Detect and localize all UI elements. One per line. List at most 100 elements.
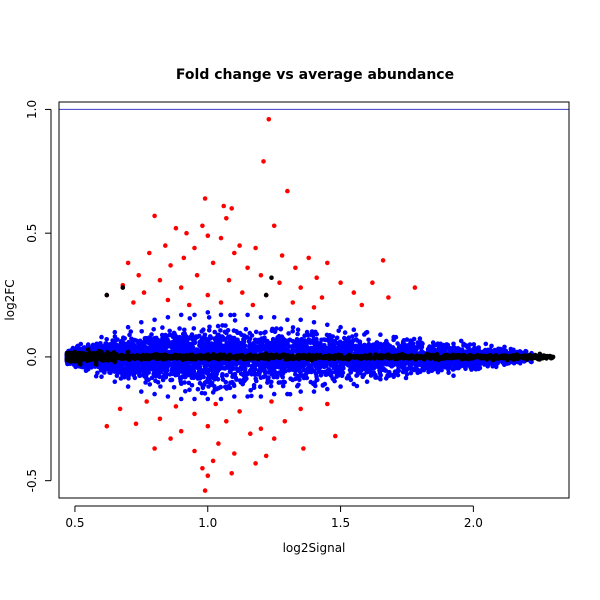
data-point [230, 338, 235, 343]
data-point [333, 364, 338, 369]
data-point [447, 349, 453, 354]
data-point [215, 368, 221, 374]
data-point [300, 373, 306, 378]
data-point [334, 335, 340, 341]
data-point [494, 361, 499, 366]
data-point [360, 374, 366, 380]
data-point [474, 347, 480, 352]
data-point [435, 341, 441, 347]
data-point [201, 374, 206, 380]
data-point [223, 344, 229, 349]
data-point [348, 362, 354, 368]
data-point [302, 333, 307, 339]
data-point [251, 385, 257, 391]
data-point [234, 329, 239, 334]
data-point [477, 365, 483, 371]
data-point [393, 361, 399, 367]
data-point [182, 327, 187, 333]
data-point [342, 335, 347, 341]
data-point [102, 370, 107, 375]
data-point [282, 379, 288, 385]
data-point [224, 372, 229, 378]
data-point [388, 361, 393, 367]
data-point [180, 331, 186, 337]
data-point [416, 345, 421, 350]
data-point [127, 341, 132, 347]
data-point [78, 341, 84, 347]
data-point [352, 367, 358, 373]
data-point [278, 326, 284, 332]
data-point [215, 323, 221, 329]
data-points [64, 117, 556, 493]
data-point [132, 338, 138, 343]
data-point [193, 335, 199, 341]
data-point [135, 365, 141, 371]
data-point [237, 378, 243, 383]
data-point [228, 368, 233, 374]
data-point [263, 329, 268, 335]
data-point [129, 336, 134, 342]
data-point [349, 341, 354, 347]
data-point [204, 379, 209, 384]
data-point [266, 343, 272, 349]
data-point [327, 333, 333, 338]
data-point [247, 348, 252, 353]
data-point [172, 332, 178, 338]
data-point [300, 345, 305, 350]
data-point [358, 349, 364, 354]
data-point [126, 376, 131, 381]
data-point [278, 380, 284, 385]
data-point [322, 342, 327, 348]
data-point [145, 365, 151, 370]
data-point [378, 341, 384, 347]
data-point [206, 315, 212, 320]
data-point [222, 329, 228, 335]
data-point [250, 370, 256, 375]
data-point [142, 336, 148, 341]
data-point [139, 329, 144, 334]
data-point [220, 323, 225, 328]
data-point [354, 373, 360, 378]
data-point [303, 339, 308, 345]
data-point [523, 349, 529, 354]
data-point [144, 373, 149, 378]
data-point [185, 362, 190, 368]
data-point [281, 343, 287, 349]
data-point [249, 393, 254, 399]
data-point [146, 377, 151, 383]
data-point [187, 387, 192, 393]
data-point [324, 372, 329, 377]
data-point [217, 339, 222, 344]
data-point [247, 330, 253, 336]
data-point [188, 341, 194, 347]
data-point [290, 329, 296, 334]
data-point [347, 367, 353, 373]
data-point [149, 332, 154, 337]
data-point [366, 341, 372, 347]
data-point [152, 336, 157, 341]
data-point [296, 382, 301, 388]
data-point [489, 343, 494, 349]
data-point [313, 371, 319, 377]
data-point [336, 328, 342, 334]
data-point [356, 364, 362, 370]
data-point [147, 382, 153, 387]
data-point [362, 342, 367, 348]
data-point [470, 364, 476, 370]
data-point [153, 378, 158, 384]
data-point [321, 337, 327, 342]
data-point [382, 368, 388, 373]
data-point [192, 372, 198, 378]
data-point [408, 366, 414, 372]
data-point [186, 380, 192, 386]
data-point [234, 377, 239, 382]
data-point [316, 368, 322, 373]
data-point [339, 361, 345, 367]
data-point [146, 335, 152, 341]
data-point [160, 343, 166, 349]
data-point [353, 332, 359, 338]
data-point [183, 389, 188, 394]
data-point [184, 339, 189, 345]
data-point [448, 359, 454, 365]
data-point [151, 327, 156, 332]
